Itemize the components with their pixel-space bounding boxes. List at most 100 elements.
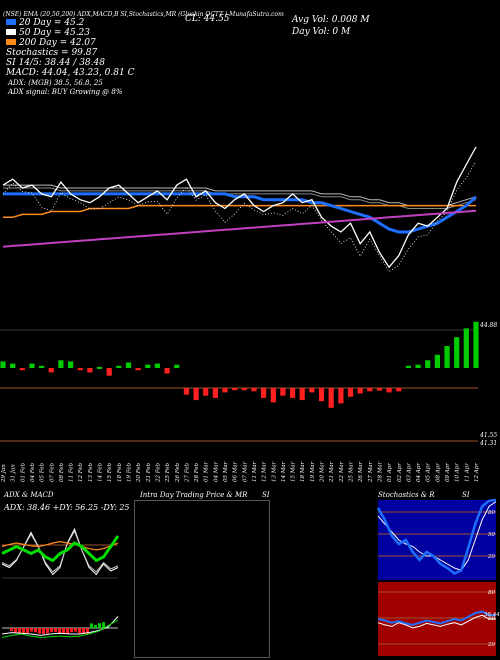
macd-small-bar: [78, 628, 81, 634]
date-label: 12 Feb: [78, 462, 84, 482]
date-label: 07 Feb: [49, 462, 55, 482]
macd-small-bar: [14, 628, 17, 633]
macd-small-bar: [18, 628, 21, 634]
date-label: 04 Feb: [30, 462, 36, 482]
macd-bar: [145, 364, 151, 368]
macd-small-bar: [50, 628, 53, 632]
macd-bar: [328, 388, 334, 408]
macd-small-bar: [102, 622, 105, 628]
macd-small-bar: [38, 628, 41, 634]
macd-bar: [376, 388, 383, 391]
legend-item: Stochastics = 99.87: [6, 48, 97, 58]
dotted-overlay: [2, 161, 477, 273]
date-label: 12 Apr: [474, 463, 480, 482]
macd-bar: [29, 363, 35, 368]
macd-small-bar: [58, 628, 61, 634]
legend-label: 20 Day = 45.2: [19, 18, 85, 28]
date-label: 01 Mar: [204, 461, 210, 482]
close-price: CL: 44.55: [185, 14, 230, 24]
macd-small-bar: [94, 624, 97, 628]
macd-bar: [357, 388, 363, 394]
macd-bar: [154, 363, 160, 368]
rsi-bg: [378, 582, 496, 656]
macd-bar: [0, 361, 6, 368]
macd-small-bar: [86, 628, 89, 634]
macd-bar: [135, 368, 141, 371]
macd-bar: [367, 388, 373, 392]
rsi-tick: 80: [488, 590, 495, 596]
adx-line: [1, 540, 119, 551]
macd-small-bar: [90, 623, 93, 628]
legend-item: 20 Day = 45.2: [6, 18, 84, 28]
date-label: 11 Mar: [252, 461, 258, 482]
macd-bar: [290, 388, 296, 398]
macd-small-bar: [54, 628, 57, 632]
date-label: 04 Mar: [213, 461, 219, 482]
ema200-line: [3, 204, 476, 219]
date-label: 21 Feb: [146, 462, 152, 483]
intra-panel-si: SI: [262, 491, 270, 499]
stoch-tick: 20: [487, 554, 495, 560]
macd-small-bar: [74, 628, 77, 632]
rsi-tick: 20: [487, 642, 495, 648]
legend-swatch: [6, 29, 16, 35]
macd-bar: [164, 368, 170, 374]
macd-bar: [87, 368, 93, 373]
date-label: 27 Feb: [184, 462, 190, 483]
macd-bar: [444, 346, 450, 368]
date-label: 14 Feb: [98, 462, 104, 482]
macd-bar: [425, 360, 431, 368]
macd-bar: [212, 388, 218, 398]
macd-small-bar: [82, 628, 85, 634]
macd-bar: [203, 388, 209, 396]
volume-bottom-label-2: 41.31: [479, 440, 497, 447]
volume-bottom-label: 41.55: [479, 432, 497, 439]
stoch-panel-si: SI: [462, 491, 470, 499]
macd-small-bar: [42, 628, 45, 634]
date-label: 19 Feb: [127, 462, 133, 482]
legend-label: Stochastics = 99.87: [6, 48, 98, 58]
date-label: 02 Apr: [397, 463, 403, 482]
macd-bar: [96, 366, 103, 369]
stoch-tick: 50: [488, 532, 495, 538]
macd-bar: [77, 368, 83, 371]
macd-bar: [280, 388, 286, 396]
macd-bar: [241, 388, 247, 391]
intra-day-panel: [134, 500, 270, 658]
macd-signal: [1, 616, 119, 636]
date-label: 28 Feb: [194, 462, 200, 483]
macd-bar: [309, 388, 315, 393]
rsi-value-label: 38.44: [484, 612, 500, 618]
macd-bar: [39, 365, 45, 368]
ema50-line: [3, 184, 477, 207]
macd-bar: [68, 361, 74, 368]
date-label: 29 Jan: [1, 464, 7, 483]
date-label: 25 Mar: [349, 461, 355, 483]
intra-panel-title: Intra Day Trading Price & MR: [140, 491, 248, 499]
adx-signal: ADX signal: BUY Growing @ 8%: [8, 88, 123, 96]
macd-bar: [473, 321, 479, 368]
date-label: 11 Apr: [464, 463, 470, 482]
macd-bar: [48, 368, 54, 373]
macd-small-bar: [22, 628, 25, 634]
macd-bar: [415, 364, 421, 368]
macd-bar: [454, 337, 460, 368]
date-label: 03 Apr: [406, 463, 412, 482]
date-label: 26 Feb: [175, 462, 181, 483]
stoch-tick: 80: [488, 510, 495, 516]
stoch-bg: [378, 500, 496, 580]
legend-swatch: [6, 39, 16, 45]
date-label: 05 Apr: [426, 463, 432, 482]
macd-bar: [174, 364, 180, 368]
macd-bar: [183, 388, 189, 395]
legend-label: 50 Day = 45.23: [19, 28, 91, 38]
date-label: 09 Apr: [445, 463, 451, 482]
day-volume: Day Vol: 0 M: [292, 27, 351, 37]
date-label: 13 Mar: [271, 461, 277, 482]
adx-panel-values: ADX: 38.46 +DY: 56.25 -DY: 25: [4, 503, 130, 512]
date-label: 11 Feb: [69, 462, 75, 482]
macd-small-bar: [34, 628, 37, 633]
header-title: (NSE) EMA (20,50,200) ADX,MACD,B SI,Stoc…: [3, 11, 284, 18]
date-label: 25 Feb: [165, 462, 171, 483]
ema20-line: [3, 192, 478, 234]
